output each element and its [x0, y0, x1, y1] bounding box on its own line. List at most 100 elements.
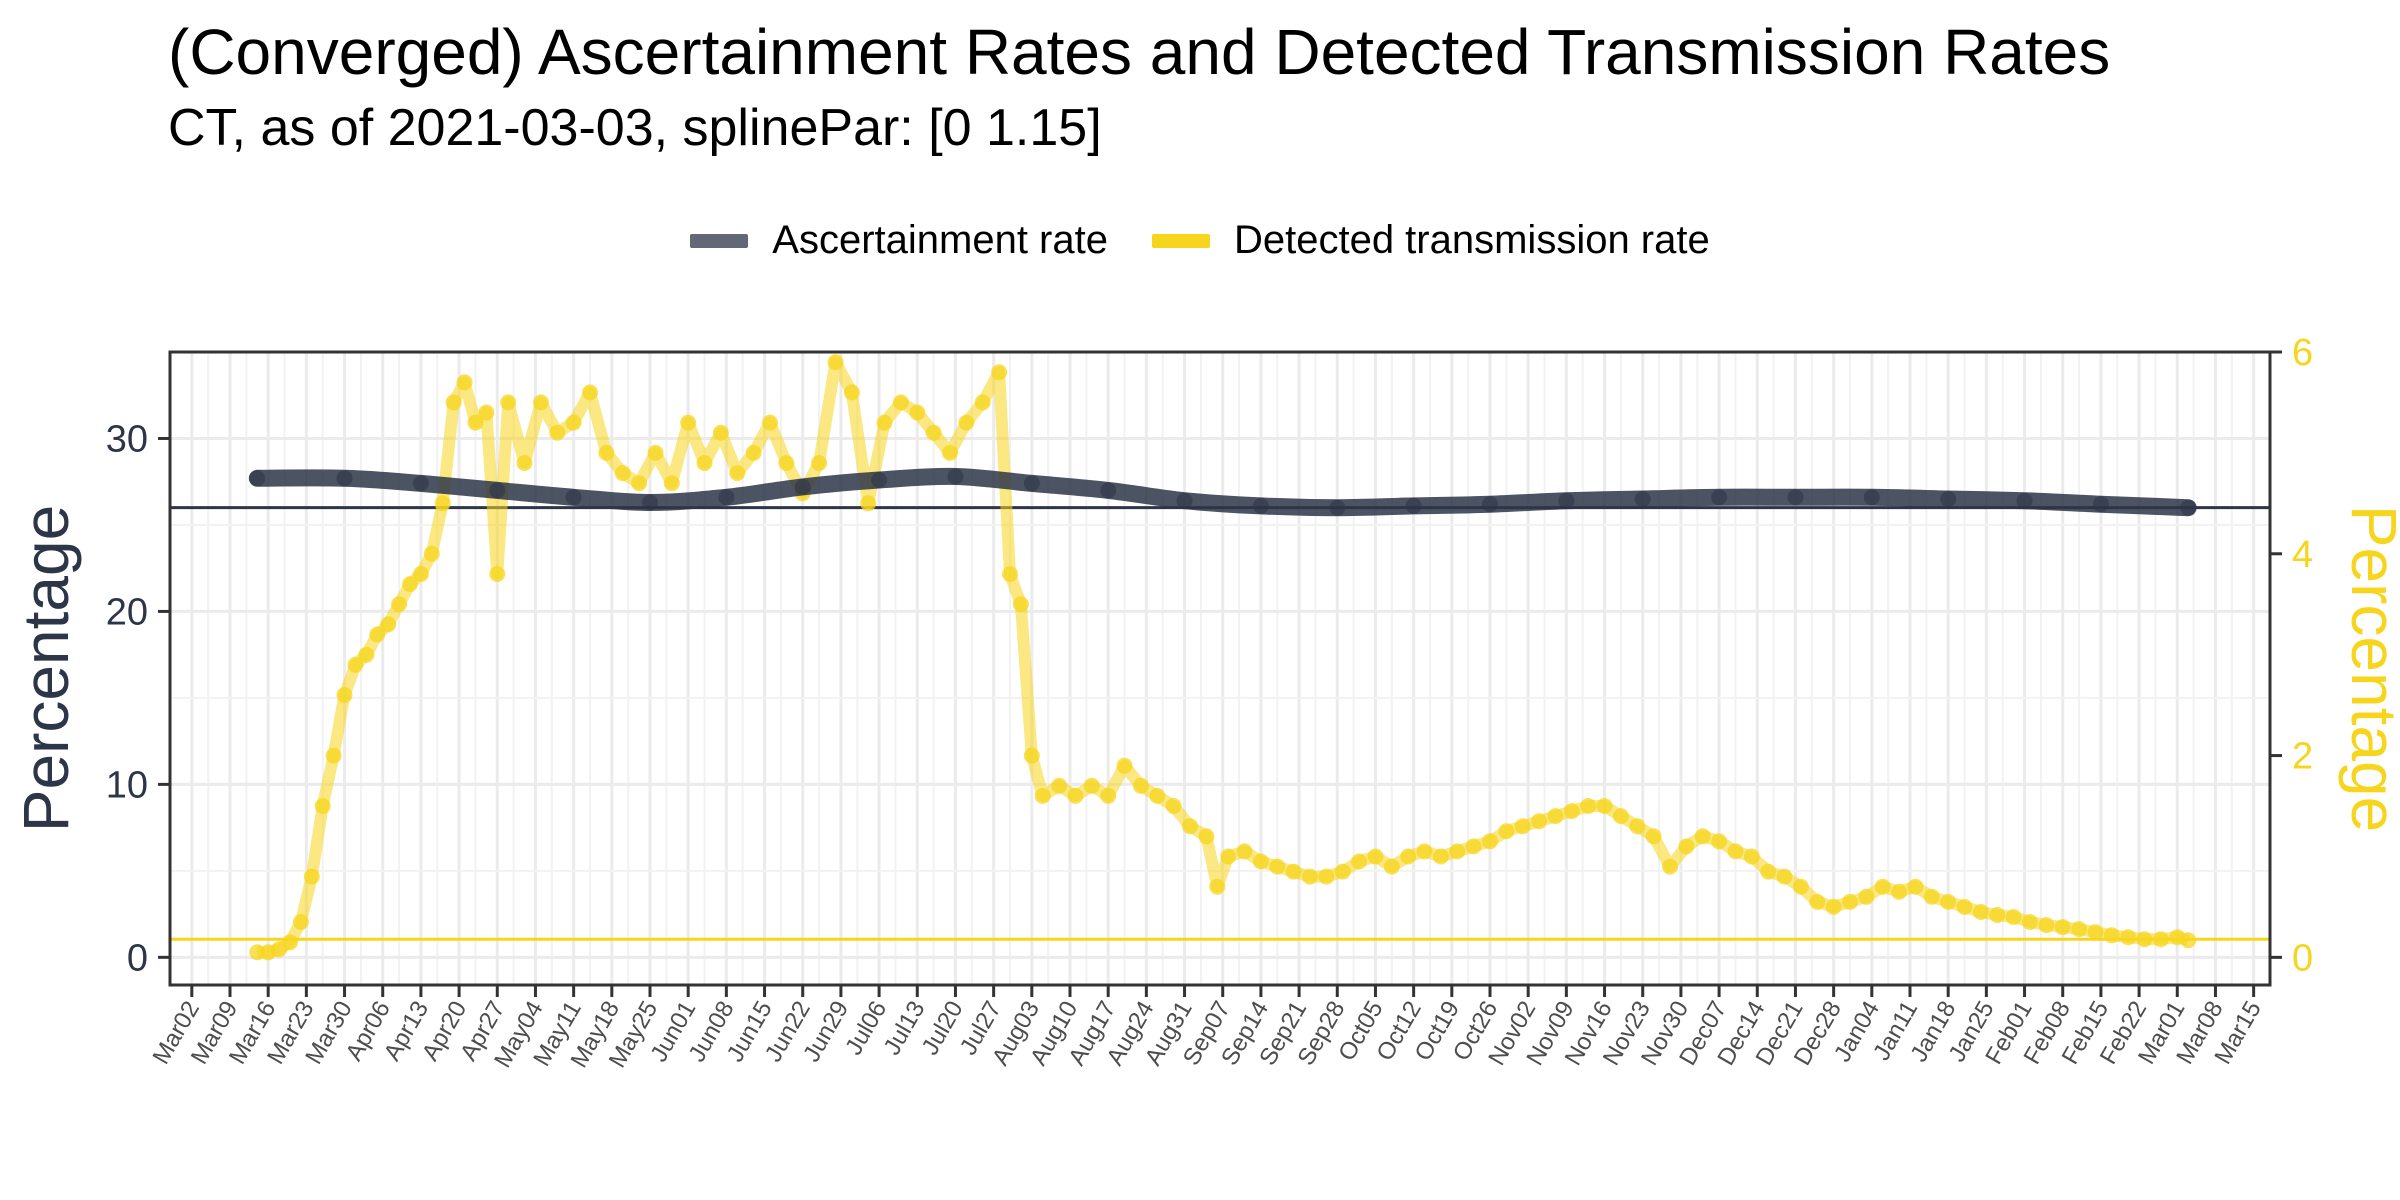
- point-detected-transmission: [1972, 904, 1989, 920]
- point-detected-transmission: [1662, 858, 1678, 875]
- point-detected-transmission: [663, 475, 680, 492]
- point-detected-transmission: [1482, 833, 1498, 850]
- point-detected-transmission: [1940, 893, 1957, 910]
- point-detected-transmission: [909, 404, 926, 421]
- point-detected-transmission: [412, 566, 429, 582]
- legend-label-ascertainment: Ascertainment rate: [772, 218, 1108, 262]
- point-detected-transmission: [434, 495, 451, 512]
- point-detected-transmission: [1694, 828, 1711, 845]
- point-detected-transmission: [974, 394, 991, 411]
- y-right-tick-label: 4: [2292, 534, 2313, 576]
- point-ascertainment: [1634, 491, 1651, 507]
- y-right-tick-label: 6: [2292, 332, 2313, 374]
- point-detected-transmission: [876, 414, 893, 431]
- point-detected-transmission: [942, 444, 958, 461]
- point-detected-transmission: [1743, 848, 1760, 865]
- y-right-tick-label: 2: [2292, 736, 2313, 778]
- point-detected-transmission: [1367, 848, 1384, 865]
- point-detected-transmission: [729, 465, 746, 482]
- point-detected-transmission: [811, 455, 828, 471]
- point-detected-transmission: [456, 374, 473, 391]
- point-ascertainment: [412, 475, 429, 492]
- point-detected-transmission: [1400, 848, 1417, 865]
- point-detected-transmission: [1416, 843, 1433, 860]
- point-detected-transmission: [1792, 878, 1809, 895]
- point-detected-transmission: [314, 798, 331, 814]
- point-detected-transmission: [489, 566, 506, 582]
- point-detected-transmission: [2180, 932, 2197, 949]
- point-detected-transmission: [445, 394, 462, 411]
- point-detected-transmission: [892, 394, 909, 411]
- point-detected-transmission: [614, 465, 631, 482]
- point-detected-transmission: [1302, 868, 1318, 885]
- point-detected-transmission: [1236, 843, 1253, 860]
- title-block: (Converged) Ascertainment Rates and Dete…: [168, 14, 2110, 160]
- point-detected-transmission: [1209, 878, 1226, 895]
- data-layer: [170, 354, 2270, 961]
- point-ascertainment: [1100, 482, 1117, 499]
- plot-border: [168, 350, 2272, 987]
- point-detected-transmission: [1596, 798, 1613, 814]
- point-ascertainment: [1176, 492, 1193, 509]
- point-detected-transmission: [336, 687, 353, 703]
- point-detected-transmission: [631, 475, 648, 492]
- point-detected-transmission: [696, 455, 713, 471]
- point-ascertainment: [1252, 497, 1269, 514]
- point-detected-transmission: [532, 394, 549, 411]
- point-detected-transmission: [1318, 868, 1335, 885]
- point-ascertainment: [2092, 496, 2109, 513]
- point-detected-transmission: [1612, 808, 1629, 825]
- point-detected-transmission: [712, 424, 729, 441]
- point-detected-transmission: [1116, 757, 1133, 774]
- point-detected-transmission: [1067, 787, 1084, 804]
- point-detected-transmission: [1383, 858, 1400, 875]
- point-detected-transmission: [2120, 929, 2137, 946]
- point-detected-transmission: [1858, 888, 1875, 905]
- point-detected-transmission: [1514, 818, 1531, 835]
- point-detected-transmission: [478, 404, 495, 421]
- point-detected-transmission: [582, 384, 598, 401]
- point-detected-transmission: [827, 354, 844, 371]
- point-detected-transmission: [1220, 848, 1237, 865]
- point-detected-transmission: [1182, 818, 1198, 835]
- point-detected-transmission: [1252, 853, 1269, 870]
- point-detected-transmission: [991, 364, 1008, 381]
- point-ascertainment: [2180, 499, 2197, 516]
- point-detected-transmission: [1034, 787, 1051, 804]
- point-detected-transmission: [1727, 843, 1744, 860]
- y-left-tick-label: 30: [106, 418, 148, 460]
- point-detected-transmission: [1149, 787, 1166, 804]
- point-detected-transmission: [549, 424, 566, 441]
- point-detected-transmission: [1678, 838, 1695, 855]
- point-ascertainment: [1405, 497, 1422, 514]
- point-detected-transmission: [1874, 878, 1891, 895]
- legend-key-transmission: [1151, 233, 1210, 248]
- point-detected-transmission: [2136, 931, 2153, 948]
- point-detected-transmission: [1051, 777, 1068, 794]
- point-detected-transmission: [1776, 868, 1793, 885]
- point-detected-transmission: [1531, 813, 1548, 830]
- point-ascertainment: [249, 470, 266, 487]
- point-ascertainment: [565, 489, 582, 506]
- point-detected-transmission: [380, 616, 397, 633]
- point-detected-transmission: [282, 934, 298, 951]
- point-detected-transmission: [1012, 596, 1029, 613]
- point-ascertainment: [718, 489, 735, 506]
- y-left-tick-label: 20: [106, 591, 148, 633]
- point-ascertainment: [1482, 496, 1498, 513]
- point-detected-transmission: [2103, 927, 2120, 944]
- point-detected-transmission: [1580, 798, 1597, 814]
- point-ascertainment: [1863, 489, 1880, 506]
- y-left-axis-title: Percentage: [10, 505, 82, 832]
- point-detected-transmission: [1547, 808, 1564, 825]
- point-detected-transmission: [2071, 921, 2088, 938]
- chart-subtitle: CT, as of 2021-03-03, splinePar: [0 1.15…: [168, 99, 1102, 157]
- point-ascertainment: [794, 478, 811, 495]
- point-ascertainment: [871, 472, 888, 488]
- point-detected-transmission: [2152, 931, 2169, 948]
- point-detected-transmission: [1711, 833, 1728, 850]
- point-ascertainment: [336, 470, 353, 487]
- y-right-axis-title: Percentage: [2338, 505, 2400, 832]
- point-detected-transmission: [1351, 853, 1368, 870]
- point-detected-transmission: [1629, 818, 1646, 835]
